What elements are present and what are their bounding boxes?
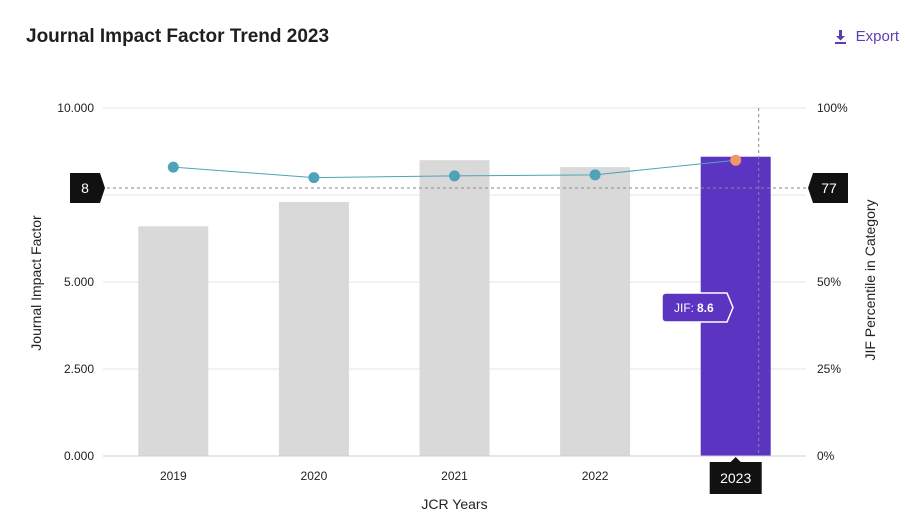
y2-tick-label: 50% — [817, 275, 841, 289]
crosshair-tag-x — [709, 457, 762, 494]
y2-axis-title: JIF Percentile in Category — [862, 199, 878, 360]
x-axis-title: JCR Years — [421, 496, 487, 512]
chart-header: Journal Impact Factor Trend 2023 Export — [0, 0, 905, 70]
y2-tick-label: 25% — [817, 362, 841, 376]
export-button[interactable]: Export — [834, 28, 899, 45]
y2-tick-label: 0% — [817, 449, 835, 463]
bar-2020[interactable] — [278, 201, 349, 456]
percentile-point-2020[interactable] — [308, 172, 320, 184]
y-tick-label: 0.000 — [64, 449, 94, 463]
crosshair-tag-left — [70, 173, 105, 204]
percentile-point-2019[interactable] — [167, 161, 179, 173]
bar-2021[interactable] — [419, 160, 490, 456]
crosshair-tag-right — [808, 173, 848, 204]
crosshair-value-x: 2023 — [720, 470, 751, 486]
crosshair-value-left: 8 — [81, 180, 89, 196]
jif-tooltip-value: 8.6 — [697, 301, 714, 315]
percentile-point-2023[interactable] — [730, 154, 742, 166]
percentile-point-2022[interactable] — [589, 169, 601, 181]
jif-tooltip — [661, 292, 734, 323]
x-tick-label: 2022 — [582, 469, 609, 483]
x-tick-label: 2021 — [441, 469, 468, 483]
y2-tick-label: 100% — [817, 101, 848, 115]
jif-tooltip-label: JIF: — [674, 301, 694, 315]
y-tick-label: 5.000 — [64, 275, 94, 289]
x-tick-label: 2020 — [301, 469, 328, 483]
x-tick-label: 2019 — [160, 469, 187, 483]
percentile-point-2021[interactable] — [449, 170, 460, 182]
crosshair-value-right: 77 — [821, 180, 837, 196]
download-icon — [834, 29, 847, 44]
y-axis-title: Journal Impact Factor — [28, 215, 44, 351]
bar-2019[interactable] — [138, 226, 209, 456]
chart-title: Journal Impact Factor Trend 2023 — [26, 26, 330, 47]
y-tick-label: 2.500 — [64, 362, 94, 376]
export-label: Export — [855, 28, 899, 45]
y-tick-label: 10.000 — [57, 101, 94, 115]
bar-2022[interactable] — [560, 167, 631, 456]
